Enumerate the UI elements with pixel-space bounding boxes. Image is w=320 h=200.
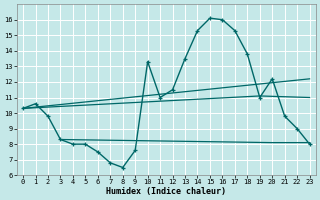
X-axis label: Humidex (Indice chaleur): Humidex (Indice chaleur)	[106, 187, 226, 196]
